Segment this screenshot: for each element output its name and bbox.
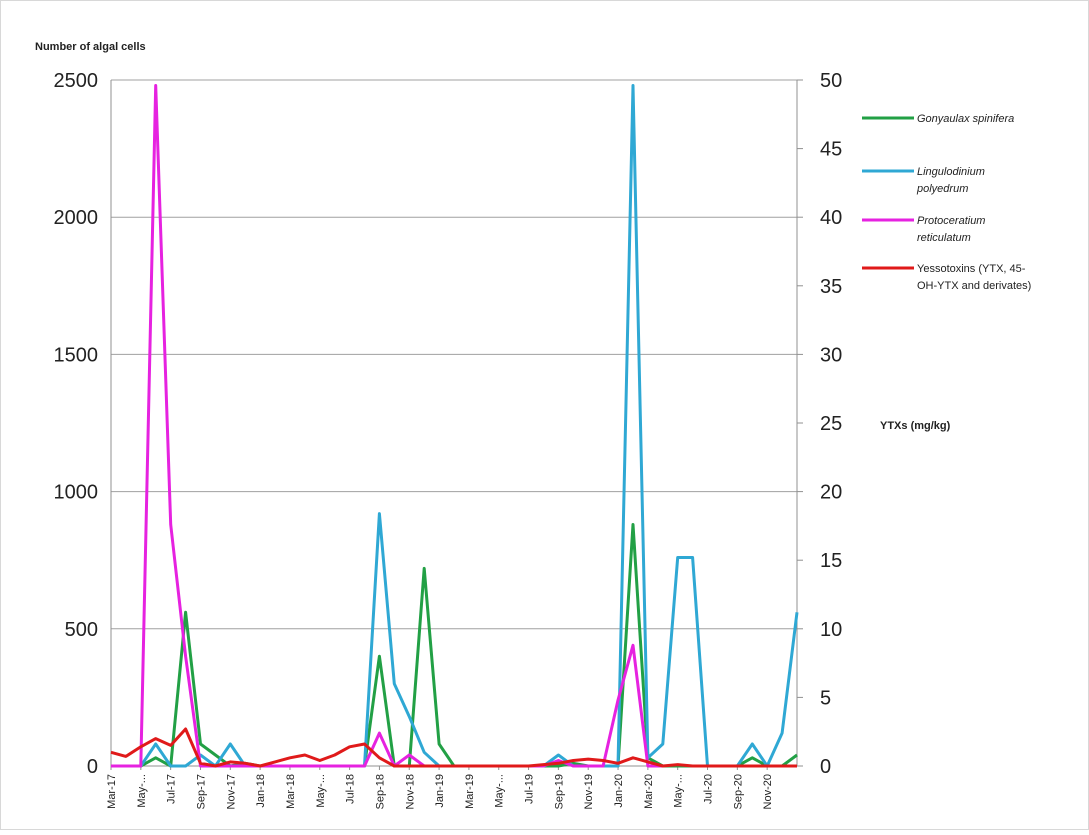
y2-tick-label: 50 [820, 70, 842, 92]
y-tick-label: 500 [65, 619, 98, 641]
x-axis-ticks: Mar-17 May-... Jul-17 Sep-17 Nov-17 Jan-18 Mar… [106, 766, 774, 809]
x-tick-label: Sep-18 [374, 774, 386, 809]
y-axis-title: Number of algal cells [35, 41, 146, 53]
x-tick-label: Jul-18 [345, 774, 357, 804]
legend-label: Protoceratium reticulatum [917, 215, 985, 244]
y-tick-label: 2000 [54, 207, 99, 229]
y-tick-label: 1500 [54, 344, 99, 366]
x-tick-label: Nov-20 [762, 774, 774, 809]
x-tick-label: Mar-17 [106, 774, 118, 809]
y2-tick-label: 25 [820, 413, 842, 435]
y2-tick-label: 20 [820, 482, 842, 504]
y2-tick-label: 0 [820, 756, 831, 778]
x-tick-label: Mar-20 [643, 774, 655, 809]
x-tick-label: May-... [494, 774, 506, 808]
x-tick-label: Nov-18 [404, 774, 416, 809]
y2-tick-label: 45 [820, 139, 842, 161]
series-line [111, 84, 663, 768]
x-tick-label: Jul-17 [166, 774, 178, 804]
x-tick-label: Jul-19 [524, 774, 536, 804]
x-tick-label: Sep-17 [195, 774, 207, 809]
x-tick-label: Jan-18 [255, 774, 267, 808]
x-tick-label: Jul-20 [703, 774, 715, 804]
y-tick-label: 1000 [54, 482, 99, 504]
x-tick-label: Nov-19 [583, 774, 595, 809]
legend: Gonyaulax spinifera Lingulodinium polyedru… [862, 113, 1031, 292]
right-axis-ticks: 0 5 10 15 20 25 30 35 40 45 50 [797, 70, 842, 778]
gridlines [111, 79, 797, 630]
y2-tick-label: 10 [820, 619, 842, 641]
left-axis-ticks: 0 500 1000 1500 2000 2500 [54, 70, 99, 778]
series-layer [110, 84, 799, 768]
x-tick-label: Mar-19 [464, 774, 476, 809]
x-tick-label: Sep-20 [732, 774, 744, 809]
y2-axis-title: YTXs (mg/kg) [880, 420, 951, 432]
y2-tick-label: 15 [820, 550, 842, 572]
y2-tick-label: 40 [820, 207, 842, 229]
x-tick-label: May-... [136, 774, 148, 808]
y2-tick-label: 5 [820, 687, 831, 709]
x-tick-label: Jan-20 [613, 774, 625, 808]
x-tick-label: May-... [673, 774, 685, 808]
y2-tick-label: 35 [820, 276, 842, 298]
legend-label: Gonyaulax spinifera [917, 113, 1014, 125]
legend-label: Lingulodinium polyedrum [916, 166, 985, 195]
x-tick-label: Sep-19 [553, 774, 565, 809]
series-line [110, 727, 797, 768]
x-tick-label: Mar-18 [285, 774, 297, 809]
y-tick-label: 2500 [54, 70, 99, 92]
y-tick-label: 0 [87, 756, 98, 778]
y2-tick-label: 30 [820, 344, 842, 366]
x-tick-label: Nov-17 [225, 774, 237, 809]
x-tick-label: May-... [315, 774, 327, 808]
x-tick-label: Jan-19 [434, 774, 446, 808]
legend-label: Yessotoxins (YTX, 45-OH-YTX and derivate… [917, 263, 1031, 292]
